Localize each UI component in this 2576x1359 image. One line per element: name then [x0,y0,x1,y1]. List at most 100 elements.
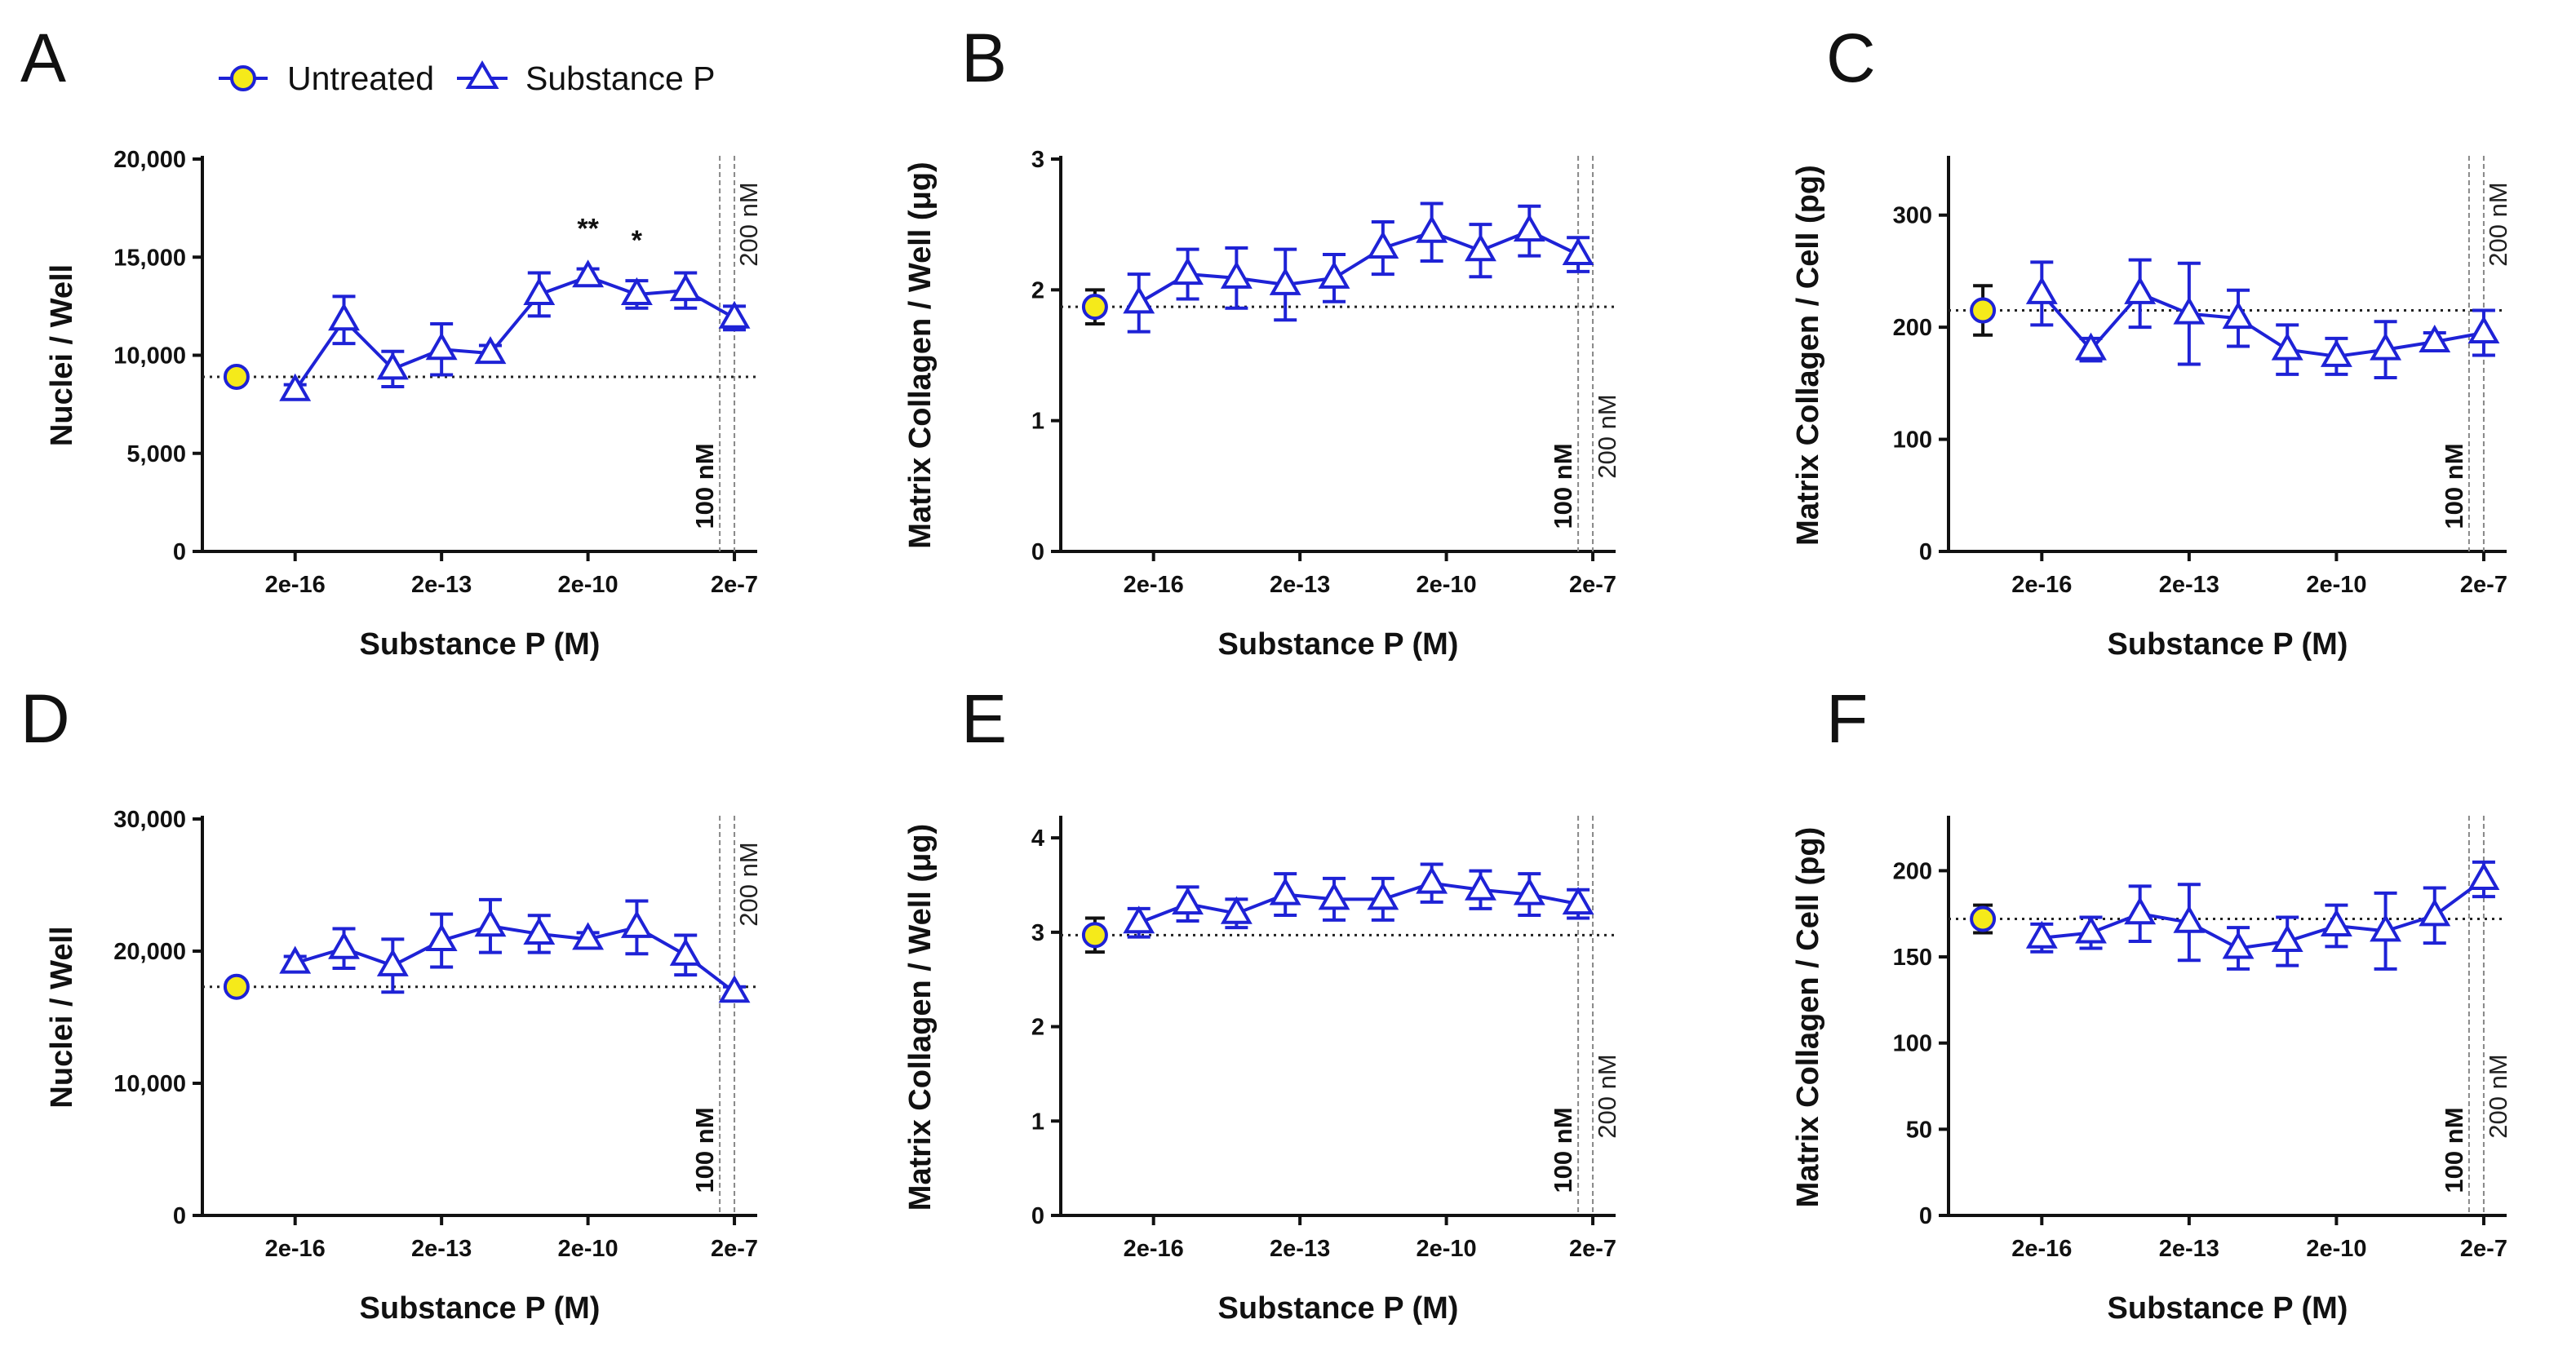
x-axis-title: Substance P (M) [360,627,601,662]
reference-label: 100 nM [2440,1107,2468,1193]
x-tick-label: 2e-13 [2159,1236,2219,1262]
series-line [2042,878,2485,950]
legend-untreated-marker [230,65,256,91]
data-point [2370,914,2402,942]
x-tick-label: 2e-10 [1417,572,1477,598]
data-point [279,945,312,974]
x-tick-label: 2e-16 [2011,1236,2072,1262]
y-tick-label: 30,000 [113,807,186,833]
data-point [2271,923,2303,953]
data-point [2320,908,2352,937]
significance-marker: * [632,225,643,256]
panel-letter: A [20,20,66,96]
data-point [2222,931,2255,959]
y-tick-label: 150 [1893,945,1932,971]
data-point [2419,324,2451,353]
data-point [1123,286,1155,314]
panel-letter: D [20,680,70,757]
data-point [1367,230,1399,259]
x-tick-label: 2e-16 [265,572,326,598]
x-tick-label: 2e-16 [1124,1236,1184,1262]
x-axis-title: Substance P (M) [1218,627,1459,662]
x-tick-label: 2e-10 [558,1236,619,1262]
series-line [1138,881,1579,925]
untreated-point [1970,905,1997,932]
panel-letter: C [1826,20,1876,96]
y-tick-label: 10,000 [113,1071,186,1097]
data-point [1416,865,1448,894]
reference-label: 100 nM [690,443,719,529]
data-point [572,922,605,950]
data-point [279,373,312,401]
y-tick-label: 0 [173,1203,186,1229]
data-point [1269,267,1301,295]
y-axis-title: Matrix Collagen / Well (μg) [903,162,938,548]
y-tick-label: 0 [1031,1203,1044,1229]
x-tick-label: 2e-13 [1270,572,1330,598]
panel-e: E 0 1 2 3 4 2e-16 2e-13 2e-10 2e-7 Substance P (M)… [903,680,1621,1326]
series-line [1137,228,1579,305]
reference-label: 200 nM [734,842,763,926]
data-point [2320,339,2352,367]
y-tick-label: 5,000 [126,441,186,467]
y-tick-label: 300 [1893,203,1932,229]
x-tick-label: 2e-13 [2159,572,2219,598]
data-point [1123,905,1155,934]
data-point [2025,276,2058,304]
reference-label: 100 nM [1549,1107,1577,1193]
data-point [1269,877,1301,905]
data-point [620,910,653,938]
data-point [523,277,556,305]
data-point [2271,332,2303,361]
data-point [718,975,751,1003]
x-axis-title: Substance P (M) [2108,1291,2348,1326]
y-tick-label: 100 [1893,427,1932,454]
data-point [2467,315,2500,344]
data-point [2419,898,2451,927]
data-point [1562,237,1594,266]
reference-label: 100 nM [2440,443,2468,529]
x-tick-label: 2e-10 [1417,1236,1477,1262]
reference-label: 200 nM [1593,1054,1621,1138]
data-point [669,273,702,302]
series-line [295,924,736,994]
data-point [2222,301,2255,330]
untreated-point [1970,297,1997,324]
y-tick-label: 1 [1031,1109,1044,1135]
y-tick-label: 0 [1919,1203,1932,1229]
untreated-point [1081,922,1108,949]
data-point [376,948,409,976]
x-tick-label: 2e-7 [1569,572,1616,598]
reference-label: 200 nM [2484,182,2512,266]
data-point [2025,920,2058,949]
data-point [328,931,360,959]
x-tick-label: 2e-13 [411,572,472,598]
data-point [1318,882,1350,910]
data-point [572,259,605,288]
data-point [1465,233,1496,262]
panel-d: D 0 10,000 20,000 30,000 2e-16 2e-13 2e-10 2e-7 S… [20,680,763,1326]
y-tick-label: 200 [1893,858,1932,884]
series-line [2040,291,2485,358]
panel-letter: F [1826,680,1868,757]
data-point [2124,896,2157,925]
panel-b: B 0 1 2 3 2e-16 2e-13 2e-10 2e-7 Substance P (M) M… [903,20,1621,662]
x-tick-label: 2e-16 [1124,572,1184,598]
data-point [1220,896,1253,924]
y-tick-label: 200 [1893,315,1932,341]
y-tick-label: 20,000 [113,939,186,965]
data-point [1367,882,1399,910]
y-axis-title: Matrix Collagen / Cell (pg) [1791,827,1825,1208]
data-point [523,916,556,945]
y-axis-title: Nuclei / Well [45,926,79,1108]
panel-letter: B [961,20,1007,96]
y-tick-label: 2 [1031,277,1044,303]
untreated-point [223,973,250,1000]
reference-label: 200 nM [1593,394,1621,478]
data-point [328,303,360,331]
y-tick-label: 10,000 [113,343,186,370]
y-tick-label: 1 [1031,409,1044,435]
data-point [1172,887,1204,915]
data-point [2173,296,2206,325]
legend-substance-label: Substance P [525,60,716,97]
